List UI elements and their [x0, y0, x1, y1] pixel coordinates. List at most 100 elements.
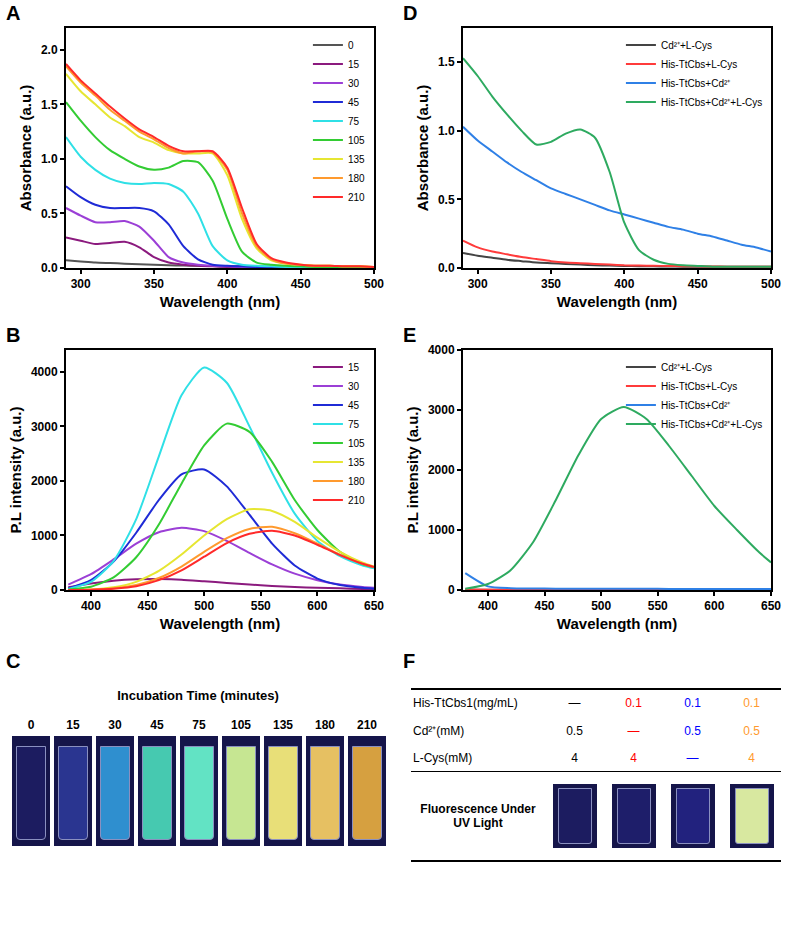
html-text:0.5: 0.5	[566, 723, 583, 738]
svg-text:30: 30	[348, 381, 360, 392]
svg-text:1.5: 1.5	[438, 55, 455, 69]
html-text:0.1: 0.1	[625, 696, 642, 710]
html-text:0.1: 0.1	[684, 696, 701, 710]
html-text:His-TtCbs1(mg/mL): His-TtCbs1(mg/mL)	[413, 696, 518, 710]
svg-text:400: 400	[614, 277, 634, 291]
html-text:105: 105	[231, 718, 251, 732]
svg-text:His-TtCbs+Cd²⁺: His-TtCbs+Cd²⁺	[661, 78, 731, 89]
svg-text:210: 210	[348, 495, 365, 506]
svg-text:Wavelength (nm): Wavelength (nm)	[160, 293, 280, 310]
svg-text:1000: 1000	[31, 529, 58, 543]
html-text:0: 0	[27, 718, 35, 732]
svg-text:0: 0	[348, 40, 354, 51]
html-text:Fluorescence Under UV Light: Fluorescence Under UV Light	[420, 802, 536, 830]
svg-text:450: 450	[535, 599, 555, 613]
svg-text:400: 400	[217, 277, 237, 291]
svg-text:4000: 4000	[31, 365, 58, 379]
svg-text:650: 650	[364, 599, 384, 613]
svg-text:Absorbance (a.u.): Absorbance (a.u.)	[17, 85, 34, 212]
html-text:0.1: 0.1	[743, 696, 760, 710]
html-text:15: 15	[66, 718, 80, 732]
html-text:210: 210	[357, 718, 377, 732]
svg-text:350: 350	[541, 277, 561, 291]
html-text:Cd²⁺(mM): Cd²⁺(mM)	[413, 724, 465, 738]
svg-text:0.5: 0.5	[41, 207, 58, 221]
svg-text:105: 105	[348, 135, 365, 146]
svg-text:180: 180	[348, 173, 365, 184]
svg-text:135: 135	[348, 457, 365, 468]
html-text:L-Cys(mM): L-Cys(mM)	[413, 751, 473, 765]
svg-text:300: 300	[71, 277, 91, 291]
html-text:F: F	[403, 650, 416, 672]
svg-text:0.0: 0.0	[438, 261, 455, 275]
svg-text:0.5: 0.5	[438, 193, 455, 207]
svg-text:135: 135	[348, 154, 365, 165]
svg-text:3000: 3000	[428, 403, 455, 417]
svg-text:75: 75	[348, 419, 360, 430]
svg-text:Wavelength (nm): Wavelength (nm)	[160, 615, 280, 632]
svg-text:450: 450	[138, 599, 158, 613]
html-text:75: 75	[192, 718, 206, 732]
svg-text:Absorbance (a.u.): Absorbance (a.u.)	[414, 85, 431, 212]
svg-text:210: 210	[348, 192, 365, 203]
svg-text:P.L intensity (a.u.): P.L intensity (a.u.)	[7, 407, 24, 534]
svg-text:500: 500	[364, 277, 384, 291]
svg-text:0: 0	[51, 583, 58, 597]
html-text:30: 30	[108, 718, 122, 732]
svg-text:His-TtCbs+Cd²⁺+L-Cys: His-TtCbs+Cd²⁺+L-Cys	[661, 419, 762, 430]
svg-text:550: 550	[251, 599, 271, 613]
svg-text:2.0: 2.0	[41, 43, 58, 57]
svg-text:600: 600	[307, 599, 327, 613]
svg-text:1.0: 1.0	[438, 124, 455, 138]
svg-text:600: 600	[704, 599, 724, 613]
html-text:0.5: 0.5	[684, 723, 701, 738]
svg-text:His-TtCbs+Cd²⁺: His-TtCbs+Cd²⁺	[661, 400, 731, 411]
svg-text:45: 45	[348, 97, 360, 108]
svg-text:4000: 4000	[428, 343, 455, 357]
svg-text:15: 15	[348, 59, 360, 70]
html-text:D: D	[403, 2, 418, 24]
html-text:180: 180	[315, 718, 335, 732]
svg-text:45: 45	[348, 400, 360, 411]
svg-text:500: 500	[591, 599, 611, 613]
html-text:A: A	[6, 2, 21, 24]
svg-text:Wavelength (nm): Wavelength (nm)	[557, 293, 677, 310]
svg-text:His-TtCbs+L-Cys: His-TtCbs+L-Cys	[661, 59, 737, 70]
svg-text:His-TtCbs+Cd²⁺+L-Cys: His-TtCbs+Cd²⁺+L-Cys	[661, 97, 762, 108]
svg-text:450: 450	[688, 277, 708, 291]
svg-text:180: 180	[348, 476, 365, 487]
svg-text:75: 75	[348, 116, 360, 127]
svg-text:Wavelength (nm): Wavelength (nm)	[557, 615, 677, 632]
svg-text:15: 15	[348, 362, 360, 373]
svg-text:Cd²⁺+L-Cys: Cd²⁺+L-Cys	[661, 362, 712, 373]
svg-text:His-TtCbs+L-Cys: His-TtCbs+L-Cys	[661, 381, 737, 392]
svg-text:400: 400	[478, 599, 498, 613]
html-text:C: C	[6, 650, 21, 672]
svg-text:650: 650	[761, 599, 781, 613]
svg-text:1.0: 1.0	[41, 152, 58, 166]
svg-text:500: 500	[761, 277, 781, 291]
svg-text:3000: 3000	[31, 420, 58, 434]
html-text:135: 135	[273, 718, 293, 732]
svg-text:350: 350	[144, 277, 164, 291]
html-text:Incubation Time (minutes): Incubation Time (minutes)	[117, 688, 279, 703]
svg-text:450: 450	[291, 277, 311, 291]
svg-text:550: 550	[648, 599, 668, 613]
svg-text:30: 30	[348, 78, 360, 89]
html-text:45: 45	[150, 718, 164, 732]
svg-text:0.0: 0.0	[41, 261, 58, 275]
svg-text:400: 400	[81, 599, 101, 613]
svg-text:2000: 2000	[31, 474, 58, 488]
html-text:0.5: 0.5	[743, 723, 760, 738]
html-text:B: B	[6, 324, 21, 346]
svg-text:2000: 2000	[428, 463, 455, 477]
html-text:E: E	[403, 324, 417, 346]
svg-text:500: 500	[194, 599, 214, 613]
svg-text:105: 105	[348, 438, 365, 449]
svg-text:Cd²⁺+L-Cys: Cd²⁺+L-Cys	[661, 40, 712, 51]
svg-text:1000: 1000	[428, 523, 455, 537]
svg-text:0: 0	[448, 583, 455, 597]
svg-text:300: 300	[468, 277, 488, 291]
svg-text:1.5: 1.5	[41, 98, 58, 112]
svg-text:P.L intensity (a.u.): P.L intensity (a.u.)	[404, 407, 421, 534]
